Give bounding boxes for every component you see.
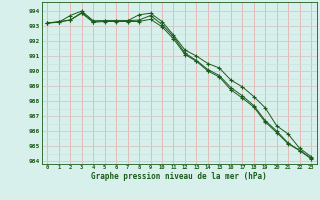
X-axis label: Graphe pression niveau de la mer (hPa): Graphe pression niveau de la mer (hPa) [91,172,267,181]
